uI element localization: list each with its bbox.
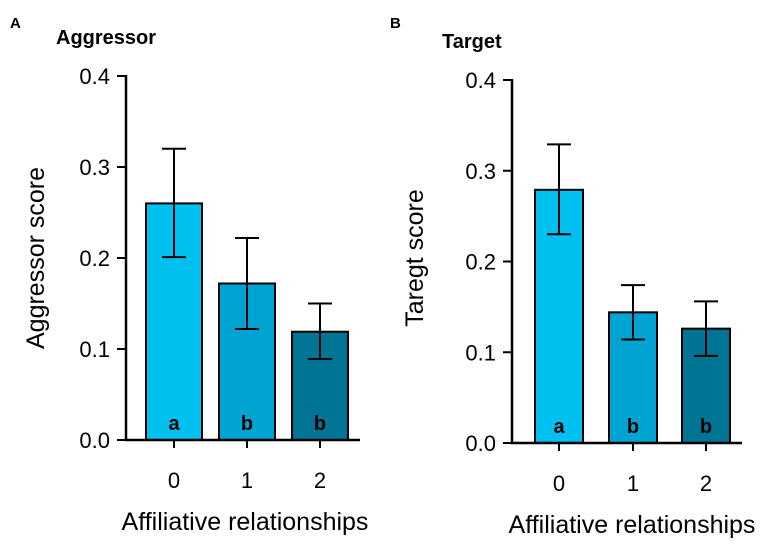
panel-b-letter: B <box>390 15 401 32</box>
panel-a-x-tick-label-0: 0 <box>168 468 180 493</box>
panel-b-y-tick-label-2: 0.2 <box>465 250 496 275</box>
panel-b-bar-label-0: a <box>553 416 565 438</box>
panel-a-y-tick-label-0: 0.0 <box>79 428 110 453</box>
panel-a-x-tick-label-1: 1 <box>241 468 253 493</box>
panel-a-y-axis-label: Aggressor score <box>22 167 50 349</box>
panel-a-x-axis-label: Affiliative relationships <box>122 508 369 536</box>
panel-a-x-tick-label-2: 2 <box>314 468 326 493</box>
panel-b-y-axis-label: Taregt score <box>401 189 429 327</box>
panel-b-x-axis-label: Affiliative relationships <box>509 511 756 539</box>
panel-a-y-tick-label-4: 0.4 <box>79 64 110 89</box>
panel-b-y-tick-label-3: 0.3 <box>465 159 496 184</box>
panel-a-letter: A <box>10 15 21 32</box>
panel-a-y-tick-label-2: 0.2 <box>79 246 110 271</box>
panel-a-bar-label-0: a <box>168 413 180 435</box>
panel-b-y-tick-label-1: 0.1 <box>465 340 496 365</box>
panel-b-bar-label-1: b <box>627 416 639 438</box>
panel-b-x-tick-label-2: 2 <box>700 471 712 496</box>
panel-b-y-tick-label-4: 0.4 <box>465 68 496 93</box>
panel-b-x-tick-label-1: 1 <box>627 471 639 496</box>
panel-b-x-tick-label-0: 0 <box>553 471 565 496</box>
panel-a-bar-label-1: b <box>241 413 253 435</box>
panel-a-y-tick-label-3: 0.3 <box>79 155 110 180</box>
panel-a-bar-label-2: b <box>314 413 326 435</box>
panel-b-bar-label-2: b <box>700 416 712 438</box>
panel-a-y-tick-label-1: 0.1 <box>79 337 110 362</box>
panel-a-title: Aggressor <box>56 27 156 49</box>
panel-b-title: Target <box>442 31 502 53</box>
panel-b-y-tick-label-0: 0.0 <box>465 431 496 456</box>
